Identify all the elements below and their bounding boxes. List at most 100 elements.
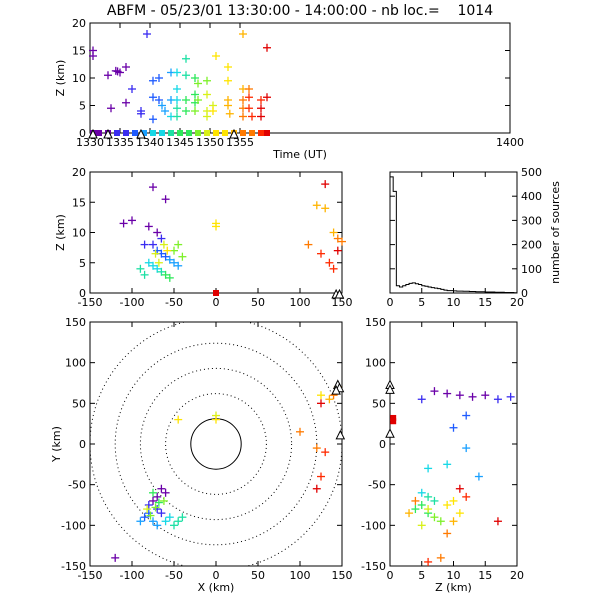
x-tick-label: 50	[251, 296, 265, 309]
y-tick-label: -50	[368, 479, 386, 492]
ground-source	[132, 130, 138, 136]
ground-source	[222, 130, 228, 136]
ground-source	[96, 130, 102, 136]
x-tick-label: 0	[213, 296, 220, 309]
y-tick-label: 0	[379, 438, 386, 451]
x-tick-label: 50	[251, 569, 265, 582]
x-tick-label: 150	[332, 296, 353, 309]
ground-source	[123, 130, 129, 136]
y-tick-label: 300	[521, 214, 542, 227]
x-tick-label: 150	[332, 569, 353, 582]
x-axis-label: X (km)	[198, 581, 235, 594]
y-axis-label: number of sources	[549, 181, 562, 284]
station-marker	[136, 128, 146, 139]
ground-source	[249, 130, 255, 136]
ground-source	[264, 130, 270, 136]
y-tick-label: 20	[72, 166, 86, 179]
x-tick-label: 20	[510, 569, 524, 582]
range-ring	[165, 393, 267, 495]
ground-source	[114, 130, 120, 136]
y-tick-label: 50	[372, 397, 386, 410]
ground-source	[141, 130, 147, 136]
y-tick-label: 0	[79, 287, 86, 300]
y-tick-label: -100	[61, 519, 86, 532]
x-tick-label: -100	[120, 296, 145, 309]
ground-source	[390, 418, 397, 425]
x-tick-label: 100	[290, 569, 311, 582]
range-ring	[114, 342, 318, 546]
time-height-panel: 1330 1335 1340 1345 1350 1355 1400 0 5 10 15 20 Time…	[54, 17, 524, 161]
y-tick-label: 5	[79, 257, 86, 270]
range-ring	[139, 367, 293, 521]
x-axis-label: Time (UT)	[272, 148, 327, 161]
y-tick-label: 15	[72, 45, 86, 58]
ground-source	[186, 130, 192, 136]
x-height-panel: -150 -100 -50 0 50 100 150 0 5 10 15 20 Z (km)	[54, 166, 353, 309]
y-tick-label: 200	[521, 239, 542, 252]
y-tick-label: 5	[79, 100, 86, 113]
plan-view-panel: -150 -100 -50 0 50 100 150 -150 -100 -50 0 50 100 150…	[50, 316, 353, 594]
y-tick-label: 150	[65, 316, 86, 329]
ground-source	[177, 130, 183, 136]
y-axis-label: Z (km)	[54, 60, 67, 97]
x-tick-label: 0	[387, 569, 394, 582]
y-tick-label: -100	[361, 519, 386, 532]
y-tick-label: 0	[521, 287, 528, 300]
station-marker	[103, 128, 113, 139]
y-tick-label: 10	[72, 227, 86, 240]
y-tick-label: 0	[79, 127, 86, 140]
station-marker	[385, 428, 395, 438]
x-tick-label: -150	[78, 569, 103, 582]
x-tick-label: 10	[447, 569, 461, 582]
range-ring	[190, 418, 242, 470]
x-tick-label: 0	[213, 569, 220, 582]
y-tick-label: 10	[72, 72, 86, 85]
y-tick-label: 50	[72, 397, 86, 410]
ground-source	[390, 414, 397, 421]
histogram-line	[389, 176, 518, 294]
ground-source	[168, 130, 174, 136]
chart-title: ABFM - 05/23/01 13:30:00 - 14:00:00 - nb…	[106, 3, 494, 19]
x-tick-label: 0	[387, 296, 394, 309]
x-tick-label: -50	[165, 569, 183, 582]
range-rings	[90, 322, 342, 566]
ground-source	[258, 130, 264, 136]
y-tick-label: -150	[61, 560, 86, 573]
y-tick-label: 500	[521, 166, 542, 179]
x-tick-label: 1340	[136, 136, 164, 149]
x-axis-label: Z (km)	[435, 581, 472, 594]
x-tick-label: -50	[165, 296, 183, 309]
ground-source	[204, 130, 210, 136]
x-tick-label: 100	[290, 296, 311, 309]
plot-frame	[89, 171, 343, 294]
ground-source	[213, 290, 219, 296]
y-tick-label: 150	[365, 316, 386, 329]
y-tick-label: 15	[72, 196, 86, 209]
x-tick-label: 5	[418, 296, 425, 309]
x-tick-label: -150	[78, 296, 103, 309]
x-tick-label: 1400	[496, 136, 524, 149]
ground-source	[150, 130, 156, 136]
station-marker	[335, 429, 346, 440]
x-tick-label: 5	[418, 569, 425, 582]
ground-source	[159, 130, 165, 136]
y-axis-label: Y (km)	[50, 426, 63, 463]
plot-frame	[89, 321, 343, 567]
station-marker	[331, 385, 341, 395]
x-tick-label: 1335	[106, 136, 134, 149]
x-tick-label: 20	[510, 296, 524, 309]
station-marker	[229, 128, 239, 139]
x-tick-label: 1330	[76, 136, 104, 149]
y-tick-label: 100	[65, 357, 86, 370]
station-marker	[88, 128, 98, 139]
station-marker	[385, 384, 395, 394]
x-tick-label: 15	[478, 569, 492, 582]
ground-source	[213, 130, 219, 136]
x-tick-label: -100	[120, 569, 145, 582]
x-tick-label: 1355	[226, 136, 254, 149]
station-marker	[334, 288, 345, 299]
y-tick-label: 100	[521, 263, 542, 276]
range-ring	[90, 322, 342, 566]
